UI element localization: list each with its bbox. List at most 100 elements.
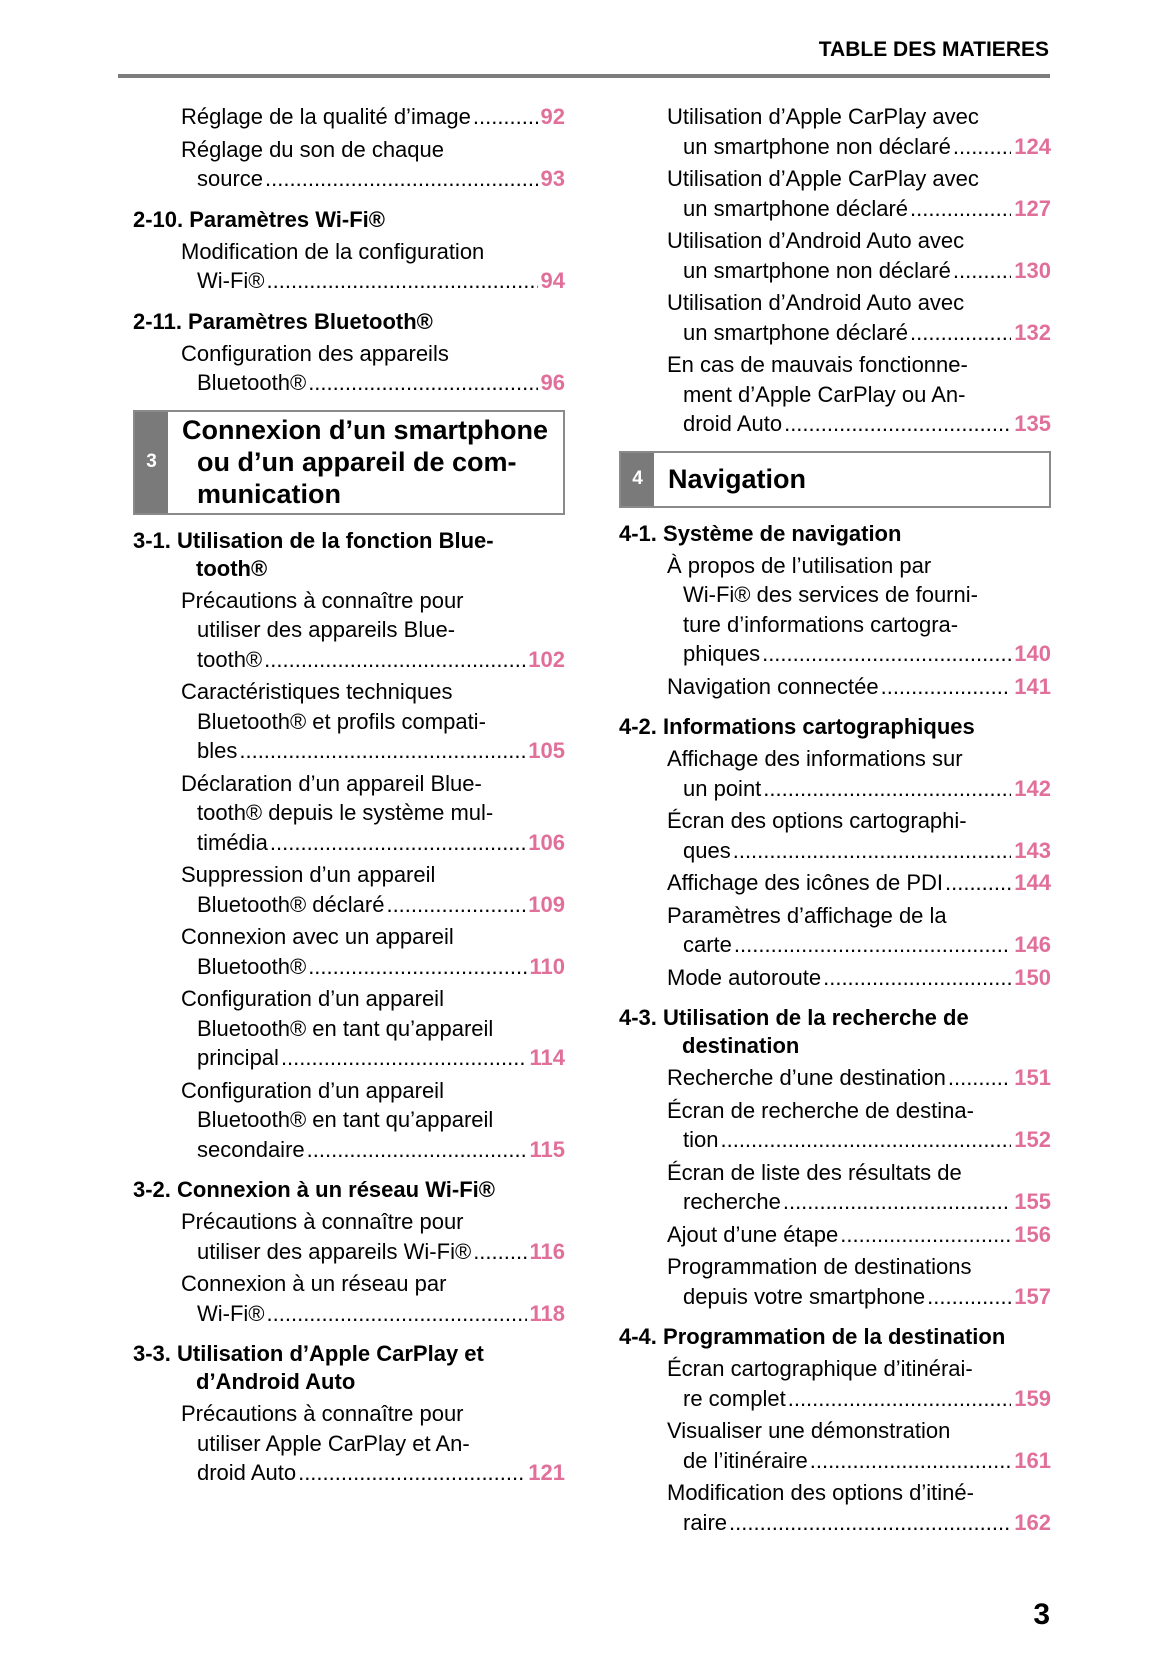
toc-entry[interactable]: Modification de la configuration Wi-Fi® 94 — [133, 237, 565, 296]
page-link[interactable]: 94 — [540, 268, 565, 293]
toc-entry[interactable]: Utilisation d’Android Auto avec un smartp… — [619, 288, 1051, 347]
toc-entry-text: Utilisation d’Apple CarPlay avec — [667, 104, 979, 129]
toc-entry[interactable]: Utilisation d’Apple CarPlay avec un smart… — [619, 102, 1051, 161]
toc-entry-text: phiques — [683, 641, 761, 666]
toc-entry[interactable]: Écran cartographique d’itinérai-re compl… — [619, 1354, 1051, 1413]
toc-entry-line: Utilisation d’Apple CarPlay avec — [667, 164, 1051, 194]
toc-entry[interactable]: Écran des options cartographi-ques 143 — [619, 806, 1051, 865]
toc-entry[interactable]: Visualiser une démonstration de l’itinéra… — [619, 1416, 1051, 1475]
page-link[interactable]: 135 — [1014, 411, 1051, 436]
toc-entry[interactable]: Utilisation d’Android Auto avec un smartp… — [619, 226, 1051, 285]
toc-entry-text: Modification de la configuration — [181, 238, 485, 264]
toc-entry-text: Déclaration d’un appareil Blue- — [181, 770, 482, 796]
page-link[interactable]: 124 — [1014, 133, 1051, 159]
toc-entry[interactable]: Déclaration d’un appareil Blue-tooth® de… — [133, 769, 565, 858]
header-rule — [118, 74, 1050, 78]
toc-entry[interactable]: Précautions à connaître pour utiliser App… — [133, 1399, 565, 1488]
page-link[interactable]: 109 — [528, 891, 565, 917]
toc-entry-text: Réglage de la qualité d’image — [181, 104, 471, 129]
toc-entry-line: utiliser Apple CarPlay et An- — [181, 1429, 565, 1459]
page-link[interactable]: 144 — [1014, 870, 1051, 895]
toc-left-column: Réglage de la qualité d’image92Réglage d… — [133, 99, 565, 1488]
page-link[interactable]: 162 — [1014, 1509, 1051, 1535]
toc-entry-text: Recherche d’une destination — [667, 1065, 946, 1090]
toc-entry[interactable]: À propos de l’utilisation par Wi-Fi® des … — [619, 551, 1051, 669]
toc-entry[interactable]: Ajout d’une étape 156 — [619, 1220, 1051, 1250]
dot-leader — [307, 1135, 527, 1165]
toc-entry[interactable]: Réglage de la qualité d’image 92 — [133, 102, 565, 132]
dot-leader — [473, 102, 538, 132]
chapter-number-tab: 3 — [135, 411, 168, 513]
toc-entry[interactable]: Précautions à connaître pour utiliser des… — [133, 586, 565, 675]
page-link[interactable]: 132 — [1014, 319, 1051, 345]
page-link[interactable]: 114 — [529, 1045, 566, 1070]
page-link[interactable]: 146 — [1014, 932, 1051, 957]
page-link[interactable]: 156 — [1014, 1221, 1051, 1247]
page-link[interactable]: 127 — [1014, 195, 1051, 221]
toc-entry[interactable]: Programmation de destinations depuis votr… — [619, 1252, 1051, 1311]
toc-entry[interactable]: Suppression d’un appareil Bluetooth® décl… — [133, 860, 565, 919]
toc-entry[interactable]: Modification des options d’itiné-raire 16… — [619, 1478, 1051, 1537]
page-link[interactable]: 152 — [1014, 1127, 1051, 1152]
toc-entry[interactable]: Utilisation d’Apple CarPlay avec un smart… — [619, 164, 1051, 223]
toc-entry-text: Précautions à connaître pour — [181, 1401, 464, 1426]
chapter-title: Connexion d’un smartphone ou d’un apparei… — [168, 412, 548, 513]
page-link[interactable]: 141 — [1014, 673, 1051, 699]
page-link[interactable]: 130 — [1014, 257, 1051, 283]
page-header-title: TABLE DES MATIERES — [818, 38, 1049, 61]
toc-entry[interactable]: Caractéristiques techniques Bluetooth® et… — [133, 677, 565, 766]
page-link[interactable]: 151 — [1014, 1065, 1051, 1090]
toc-entry-line: Déclaration d’un appareil Blue- — [181, 769, 565, 799]
toc-entry-text: Navigation connectée — [667, 673, 879, 699]
section-heading-line: destination — [682, 1033, 800, 1058]
toc-entry[interactable]: Navigation connectée 141 — [619, 672, 1051, 702]
toc-entry[interactable]: Écran de recherche de destina-tion 152 — [619, 1096, 1051, 1155]
toc-entry-text: Ajout d’une étape — [667, 1221, 839, 1247]
toc-entry-line: ques 143 — [667, 836, 1051, 866]
toc-entry-text: un smartphone non déclaré — [683, 133, 951, 159]
page-link[interactable]: 157 — [1014, 1283, 1051, 1309]
toc-entry[interactable]: En cas de mauvais fonctionne-ment d’Appl… — [619, 350, 1051, 439]
page-link[interactable]: 150 — [1014, 964, 1051, 990]
page-link[interactable]: 142 — [1014, 775, 1051, 801]
toc-entry[interactable]: Configuration des appareils Bluetooth® 96 — [133, 339, 565, 398]
toc-entry[interactable]: Écran de liste des résultats de recherche… — [619, 1158, 1051, 1217]
toc-entry[interactable]: Précautions à connaître pour utiliser des… — [133, 1207, 565, 1266]
toc-entry[interactable]: Affichage des informations sur un point 14… — [619, 744, 1051, 803]
page-link[interactable]: 105 — [528, 738, 565, 763]
page-link[interactable]: 106 — [528, 829, 565, 855]
toc-entry-line: de l’itinéraire 161 — [667, 1446, 1051, 1476]
page-link[interactable]: 115 — [529, 1136, 566, 1162]
page-link[interactable]: 93 — [540, 166, 565, 191]
page-link[interactable]: 159 — [1014, 1385, 1051, 1411]
toc-entry[interactable]: Mode autoroute 150 — [619, 963, 1051, 993]
page-link[interactable]: 96 — [540, 370, 565, 395]
dot-leader — [784, 409, 1011, 439]
toc-entry[interactable]: Configuration d’un appareil Bluetooth® en… — [133, 984, 565, 1073]
page-link[interactable]: 116 — [529, 1238, 566, 1264]
dot-leader — [927, 1282, 1011, 1312]
toc-entry[interactable]: Réglage du son de chaque source 93 — [133, 135, 565, 194]
toc-entry[interactable]: Recherche d’une destination 151 — [619, 1063, 1051, 1093]
page-link[interactable]: 92 — [540, 104, 565, 129]
page-link[interactable]: 121 — [528, 1460, 565, 1485]
toc-entry[interactable]: Connexion à un réseau par Wi-Fi® 118 — [133, 1269, 565, 1328]
toc-entry[interactable]: Paramètres d’affichage de la carte 146 — [619, 901, 1051, 960]
page-link[interactable]: 110 — [529, 953, 566, 979]
dot-leader — [308, 952, 526, 982]
toc-entry-text: tooth® depuis le système mul- — [197, 800, 494, 825]
toc-entry[interactable]: Configuration d’un appareil Bluetooth® en… — [133, 1076, 565, 1165]
toc-entry[interactable]: Affichage des icônes de PDI 144 — [619, 868, 1051, 898]
toc-entry-line: tooth® depuis le système mul- — [181, 798, 565, 828]
page-link[interactable]: 143 — [1014, 837, 1051, 863]
page-link[interactable]: 102 — [528, 646, 565, 672]
page-link[interactable]: 140 — [1014, 641, 1051, 666]
page-link[interactable]: 161 — [1014, 1447, 1051, 1473]
page-link[interactable]: 155 — [1014, 1189, 1051, 1214]
toc-entry-line: un smartphone non déclaré 124 — [667, 132, 1051, 162]
toc-entry[interactable]: Connexion avec un appareil Bluetooth® 110 — [133, 922, 565, 981]
dot-leader — [948, 1063, 1011, 1093]
page-link[interactable]: 118 — [529, 1300, 566, 1326]
toc-entry-line: Réglage de la qualité d’image 92 — [181, 102, 565, 132]
toc-entry-text: utiliser Apple CarPlay et An- — [197, 1430, 470, 1456]
